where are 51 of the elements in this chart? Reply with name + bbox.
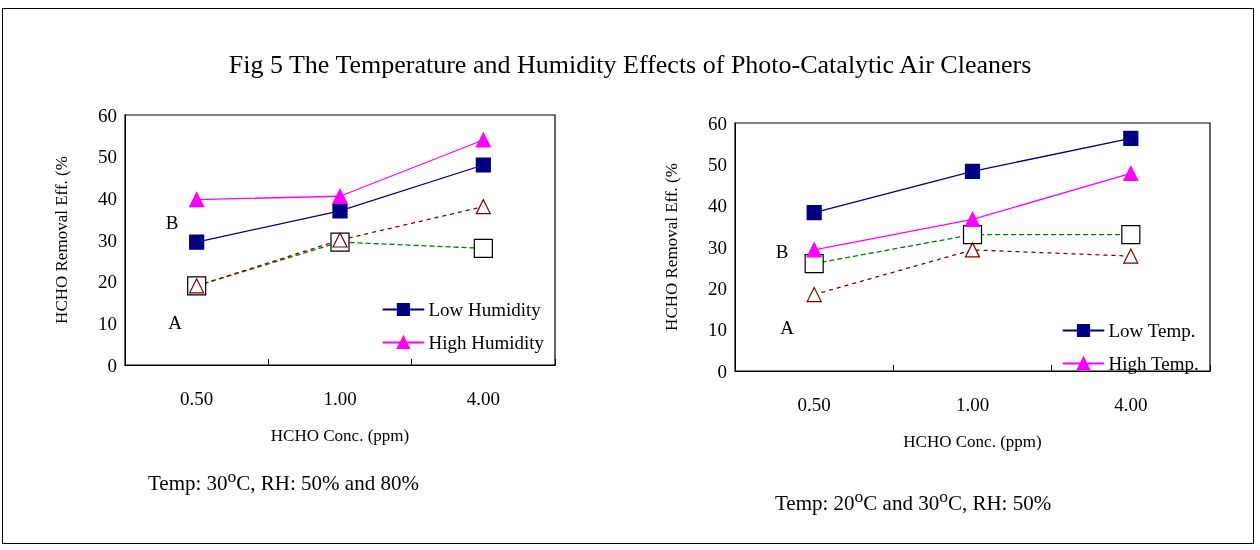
x-axis-title: HCHO Conc. (ppm) xyxy=(270,426,410,445)
point xyxy=(806,205,822,221)
point xyxy=(806,242,822,258)
text: Temp: 20$^{o}$C and 30$^{o}$C, RH: 50% xyxy=(775,486,1052,516)
y-tick-label: 0 xyxy=(107,354,117,376)
point xyxy=(332,188,348,204)
y-tick-label: 40 xyxy=(708,195,727,217)
y-tick-label: 30 xyxy=(98,229,117,251)
text: Temp: 30$^{o}$C, RH: 50% and 80% xyxy=(148,466,419,496)
point xyxy=(475,157,491,173)
x-tick-label: 4.00 xyxy=(466,388,500,409)
point xyxy=(189,234,205,250)
text: Fig 5 The Temperature and Humidity Effects of Photo-Catalytic Air Cleaners xyxy=(227,50,1033,80)
point xyxy=(964,211,981,227)
y-tick-label: 60 xyxy=(708,112,727,134)
y-axis-title: HCHO Removal Eff. (% xyxy=(52,156,71,324)
x-tick-label: 4.00 xyxy=(1114,394,1148,415)
y-tick-label: 20 xyxy=(708,277,727,299)
point xyxy=(1123,165,1139,182)
y-tick-label: 40 xyxy=(98,187,117,209)
legend-label: Low Humidity xyxy=(428,299,542,320)
x-tick-label: 0.50 xyxy=(180,388,214,409)
y-tick-label: 30 xyxy=(708,236,727,258)
point xyxy=(475,199,491,215)
point xyxy=(189,191,205,208)
y-tick-label: 0 xyxy=(717,360,727,382)
point xyxy=(806,286,822,303)
annotation: B xyxy=(165,211,179,233)
legend-label: Low Temp. xyxy=(1108,320,1196,341)
point xyxy=(1123,130,1139,146)
point xyxy=(1123,248,1139,264)
legend-label: High Humidity xyxy=(428,332,545,353)
legend-label: High Temp. xyxy=(1108,353,1199,374)
y-tick-label: 20 xyxy=(98,271,117,293)
point xyxy=(332,203,348,219)
x-tick-label: 1.00 xyxy=(323,388,357,409)
x-tick-label: 1.00 xyxy=(955,394,990,415)
y-axis-title: HCHO Removal Eff. (% xyxy=(662,163,681,331)
y-tick-label: 50 xyxy=(98,146,117,168)
y-tick-label: 10 xyxy=(708,319,727,341)
point xyxy=(964,163,981,179)
annotation: A xyxy=(168,311,183,333)
y-tick-label: 50 xyxy=(708,153,727,175)
point xyxy=(964,242,981,258)
y-tick-label: 60 xyxy=(98,104,117,126)
y-tick-label: 10 xyxy=(98,312,117,334)
annotation: A xyxy=(780,316,795,338)
x-tick-label: 0.50 xyxy=(797,394,831,415)
annotation: B xyxy=(775,240,789,262)
point xyxy=(475,132,491,148)
x-axis-title: HCHO Conc. (ppm) xyxy=(903,432,1042,451)
